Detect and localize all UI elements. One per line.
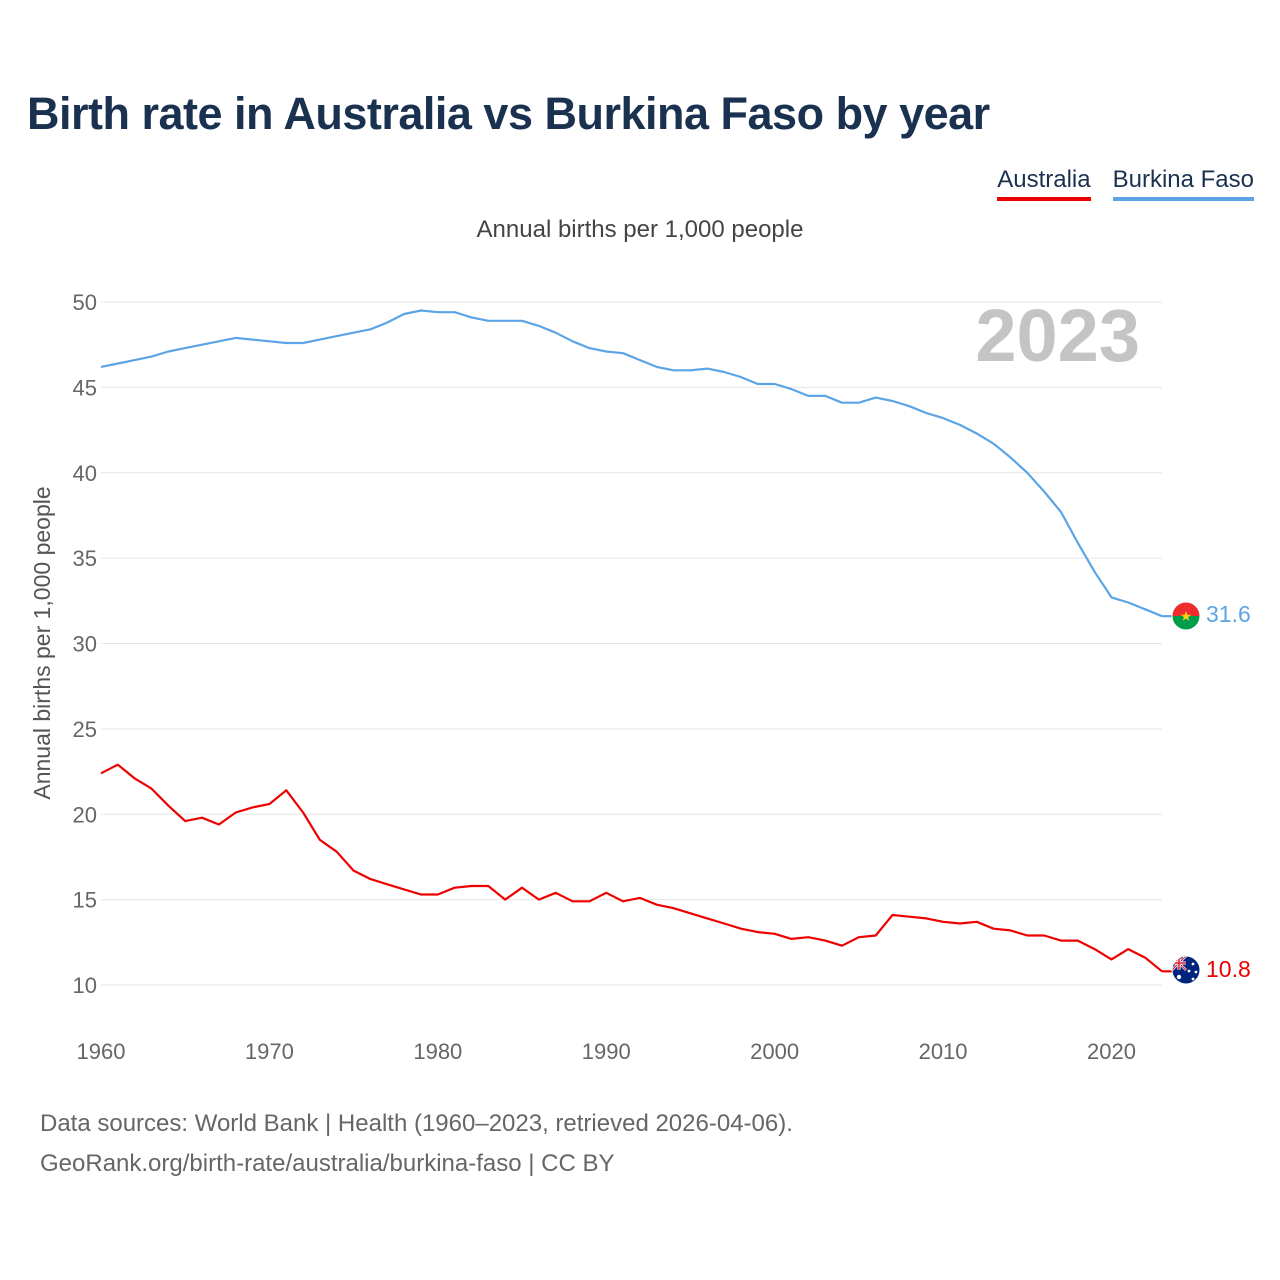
legend-item-australia[interactable]: Australia — [997, 166, 1091, 201]
series-lines — [100, 309, 1172, 973]
source-url[interactable]: GeoRank.org/birth-rate/australia/burkina… — [40, 1150, 615, 1177]
x-tick-label-1990: 1990 — [582, 1039, 631, 1064]
end-value-australia: 10.8 — [1206, 956, 1251, 982]
x-tick-label-2010: 2010 — [919, 1039, 968, 1064]
y-tick-label-10: 10 — [73, 973, 97, 998]
x-tick-label-1980: 1980 — [413, 1039, 462, 1064]
x-tick-label-2020: 2020 — [1087, 1039, 1136, 1064]
y-tick-label-35: 35 — [73, 546, 97, 571]
legend-item-burkina-faso[interactable]: Burkina Faso — [1112, 166, 1254, 201]
australia-flag-icon — [1172, 956, 1200, 984]
series-line-burkina-faso[interactable] — [100, 309, 1163, 618]
legend: Australia Burkina Faso — [997, 166, 1254, 201]
grid-lines — [101, 301, 1162, 986]
series-line-australia[interactable] — [100, 763, 1163, 973]
y-tick-label-15: 15 — [73, 888, 97, 913]
x-tick-label-2000: 2000 — [750, 1039, 799, 1064]
y-tick-label-50: 50 — [73, 290, 97, 315]
year-annotation: 2023 — [975, 294, 1140, 377]
end-value-burkina-faso: 31.6 — [1206, 601, 1251, 627]
x-tick-label-1960: 1960 — [77, 1039, 126, 1064]
y-tick-label-25: 25 — [73, 717, 97, 742]
y-axis-label: Annual births per 1,000 people — [29, 486, 55, 799]
burkina-faso-flag-icon — [1172, 602, 1200, 630]
y-tick-label-45: 45 — [73, 375, 97, 400]
footer: Data sources: World Bank | Health (1960–… — [40, 1104, 793, 1184]
y-tick-label-30: 30 — [73, 632, 97, 657]
y-tick-label-40: 40 — [73, 461, 97, 486]
chart-subtitle: Annual births per 1,000 people — [476, 216, 804, 243]
x-tick-label-1970: 1970 — [245, 1039, 294, 1064]
data-source-note: Data sources: World Bank | Health (1960–… — [40, 1110, 793, 1137]
x-axis-ticks: 1960 1970 1980 1990 2000 2010 2020 — [77, 1039, 1136, 1064]
y-axis-ticks: 10 15 20 25 30 35 40 45 50 — [73, 290, 97, 998]
chart-title: Birth rate in Australia vs Burkina Faso … — [27, 88, 990, 139]
y-tick-label-20: 20 — [73, 802, 97, 827]
